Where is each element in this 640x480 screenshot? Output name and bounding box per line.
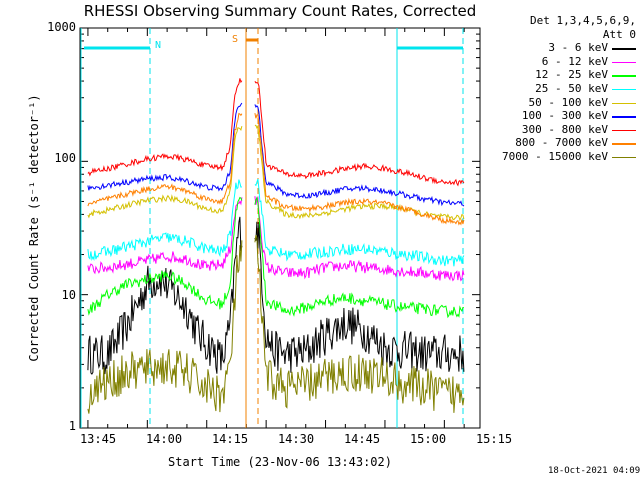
x-axis-label: Start Time (23-Nov-06 13:43:02) bbox=[168, 455, 392, 469]
x-tick-label: 14:30 bbox=[277, 432, 315, 446]
legend-header-detectors: Det 1,3,4,5,6,9, bbox=[530, 14, 636, 27]
x-tick-label: 15:15 bbox=[475, 432, 513, 446]
legend-item: 25 - 50 keV bbox=[484, 82, 638, 96]
series-line-0 bbox=[87, 216, 465, 375]
legend-label: 800 - 7000 keV bbox=[515, 136, 608, 150]
legend-label: 7000 - 15000 keV bbox=[502, 149, 608, 163]
legend-swatch bbox=[612, 75, 636, 77]
series-line-6 bbox=[87, 78, 465, 187]
legend-label: 50 - 100 keV bbox=[528, 95, 608, 109]
plot-frame bbox=[79, 27, 481, 429]
x-tick-label: 14:45 bbox=[343, 432, 381, 446]
series-line-7 bbox=[87, 112, 465, 226]
y-tick-label: 1000 bbox=[47, 20, 76, 34]
legend-swatch bbox=[612, 143, 636, 145]
series-line-8 bbox=[87, 235, 465, 414]
legend-label: 12 - 25 keV bbox=[535, 68, 608, 82]
y-tick-label: 10 bbox=[61, 288, 76, 302]
legend-swatch bbox=[612, 88, 636, 91]
series-line-1 bbox=[87, 195, 465, 282]
night-label: N bbox=[155, 40, 162, 51]
legend-swatch bbox=[612, 116, 636, 118]
legend-label: 3 - 6 keV bbox=[548, 41, 608, 55]
legend-item: 6 - 12 keV bbox=[484, 55, 638, 69]
saa-label: S bbox=[232, 34, 239, 45]
legend-label: 25 - 50 keV bbox=[535, 81, 608, 95]
timestamp: 18-Oct-2021 04:09 bbox=[548, 466, 640, 476]
chart-title: RHESSI Observing Summary Count Rates, Co… bbox=[83, 2, 477, 20]
series-line-3 bbox=[87, 178, 465, 267]
y-tick-label: 1 bbox=[68, 419, 76, 433]
legend-item: 50 - 100 keV bbox=[484, 96, 638, 110]
legend-item: 800 - 7000 keV bbox=[484, 136, 638, 150]
x-tick-label: 13:45 bbox=[79, 432, 117, 446]
legend-swatch bbox=[612, 61, 636, 64]
legend-item: 12 - 25 keV bbox=[484, 68, 638, 82]
series-line-4 bbox=[87, 124, 465, 222]
legend-label: 6 - 12 keV bbox=[541, 54, 608, 68]
x-tick-label: 14:00 bbox=[145, 432, 183, 446]
legend-item: 3 - 6 keV bbox=[484, 41, 638, 55]
x-tick-label: 15:00 bbox=[409, 432, 447, 446]
legend-item: 300 - 800 keV bbox=[484, 123, 638, 137]
legend-swatch bbox=[612, 156, 636, 159]
series-line-5 bbox=[87, 102, 465, 207]
y-tick-label: 100 bbox=[54, 151, 76, 165]
legend-item: 7000 - 15000 keV bbox=[484, 150, 638, 164]
legend-swatch bbox=[612, 102, 636, 105]
legend-label: 100 - 300 keV bbox=[521, 109, 608, 123]
legend-item: 100 - 300 keV bbox=[484, 109, 638, 123]
legend-header-attenuator: Att 0 bbox=[602, 27, 636, 41]
legend: Det 1,3,4,5,6,9, Att 0 3 - 6 keV 6 - 12 k… bbox=[484, 14, 638, 164]
legend-swatch bbox=[612, 48, 636, 50]
series-line-2 bbox=[87, 195, 464, 319]
legend-swatch bbox=[612, 129, 636, 132]
x-tick-label: 14:15 bbox=[211, 432, 249, 446]
legend-label: 300 - 800 keV bbox=[521, 122, 608, 136]
